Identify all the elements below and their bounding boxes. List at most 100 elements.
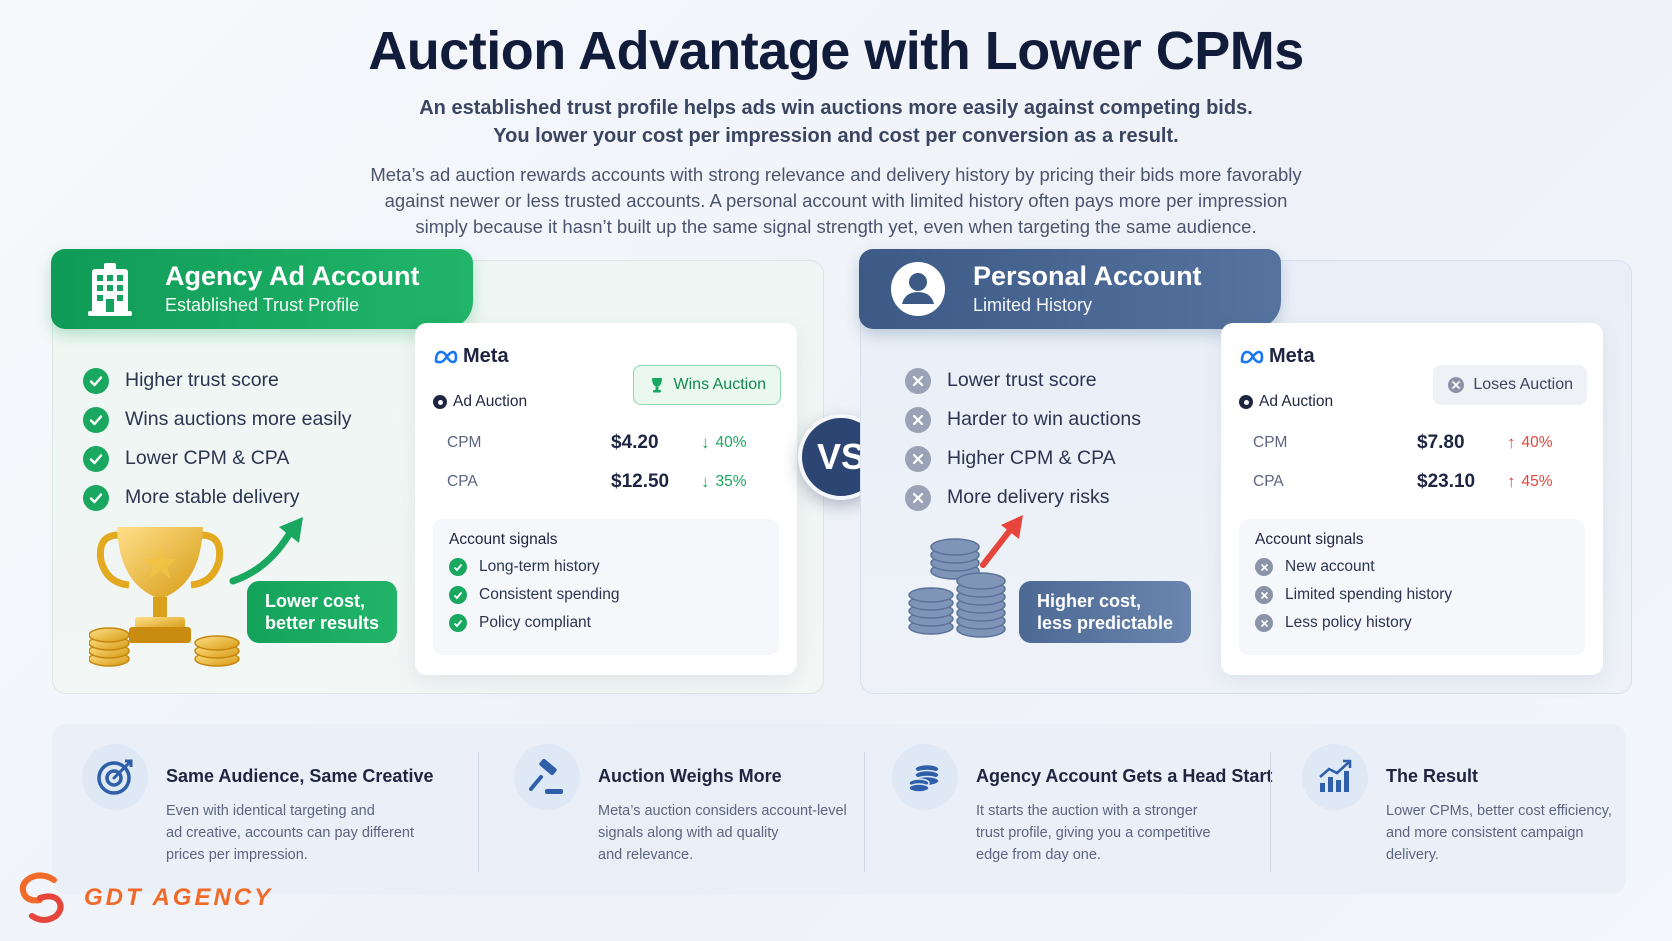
list-item: Wins auctions more easily bbox=[83, 400, 352, 439]
metric-delta: ↓ 35% bbox=[701, 472, 747, 492]
metric-row-cpm: CPM $7.80 ↑ 40% bbox=[1253, 423, 1573, 462]
arrow-up-icon bbox=[229, 517, 303, 585]
list-item-label: Higher CPM & CPA bbox=[947, 447, 1116, 469]
trophy-small-icon bbox=[648, 376, 666, 394]
subtitle-line: An established trust profile helps ads w… bbox=[419, 97, 1253, 119]
list-item: Higher trust score bbox=[83, 361, 352, 400]
list-item-label: Harder to win auctions bbox=[947, 408, 1142, 430]
feature-line: delivery. bbox=[1386, 847, 1439, 863]
x-icon bbox=[905, 484, 931, 511]
signal-label: Consistent spending bbox=[479, 586, 620, 603]
meta-logo: Meta bbox=[433, 345, 509, 368]
feature-title: Agency Account Gets a Head Start bbox=[976, 766, 1273, 786]
callout-line: Higher cost, bbox=[1037, 591, 1142, 611]
signal-item: Policy compliant bbox=[449, 609, 763, 637]
metric-name: CPM bbox=[1253, 433, 1288, 451]
metric-row-cpa: CPA $12.50 ↓ 35% bbox=[447, 462, 767, 501]
x-icon bbox=[1255, 558, 1273, 576]
metric-value: $4.20 bbox=[611, 431, 659, 453]
feature-item: The Result Lower CPMs, better cost effic… bbox=[1302, 744, 1612, 874]
feature-item: Agency Account Gets a Head Start It star… bbox=[892, 744, 1272, 874]
account-signals: Account signals New account Limited spen… bbox=[1239, 519, 1585, 655]
feature-strip: Same Audience, Same Creative Even with i… bbox=[52, 724, 1626, 894]
feature-line: prices per impression. bbox=[166, 847, 308, 863]
divider bbox=[478, 752, 479, 872]
feature-line: edge from day one. bbox=[976, 847, 1101, 863]
signal-label: New account bbox=[1285, 558, 1375, 575]
feature-line: trust profile, giving you a competitive bbox=[976, 825, 1211, 841]
agency-benefits: Higher trust score Wins auctions more ea… bbox=[83, 361, 352, 517]
subtitle: An established trust profile helps ads w… bbox=[0, 94, 1672, 150]
description: Meta’s ad auction rewards accounts with … bbox=[0, 162, 1672, 240]
signals-title: Account signals bbox=[449, 531, 558, 548]
metric-value: $23.10 bbox=[1417, 470, 1476, 492]
list-item: Lower CPM & CPA bbox=[83, 439, 352, 478]
feature-line: Even with identical targeting and bbox=[166, 803, 375, 819]
feature-line: It starts the auction with a stronger bbox=[976, 803, 1198, 819]
agency-title: Agency Ad Account bbox=[165, 261, 420, 291]
signal-label: Long-term history bbox=[479, 558, 600, 575]
metrics: CPM $4.20 ↓ 40% CPA $12.50 ↓ 35% bbox=[447, 423, 767, 501]
callout-line: less predictable bbox=[1037, 613, 1174, 633]
feature-item: Same Audience, Same Creative Even with i… bbox=[82, 744, 462, 874]
arrow-up-icon: ↑ bbox=[1507, 471, 1516, 491]
brand-logo: GDT AGENCY bbox=[14, 870, 273, 926]
x-circle-icon bbox=[1447, 376, 1465, 394]
feature-line: and relevance. bbox=[598, 847, 694, 863]
coins-icon bbox=[892, 744, 958, 810]
metric-name: CPA bbox=[1253, 472, 1284, 490]
list-item-label: More delivery risks bbox=[947, 486, 1110, 508]
auction-icon bbox=[433, 395, 447, 409]
list-item: More stable delivery bbox=[83, 478, 352, 517]
signal-label: Limited spending history bbox=[1285, 586, 1453, 603]
feature-title: Same Audience, Same Creative bbox=[166, 766, 434, 786]
personal-panel: Personal Account Limited History Lower t… bbox=[859, 249, 1632, 694]
check-icon bbox=[449, 614, 467, 632]
metric-delta: ↑ 40% bbox=[1507, 433, 1553, 453]
list-item: More delivery risks bbox=[905, 478, 1141, 517]
arrow-down-icon: ↓ bbox=[701, 471, 710, 491]
page-title: Auction Advantage with Lower CPMs bbox=[368, 21, 1304, 81]
description-line: Meta’s ad auction rewards accounts with … bbox=[370, 164, 1302, 185]
check-icon bbox=[449, 586, 467, 604]
agency-callout: Lower cost, better results bbox=[247, 581, 398, 643]
personal-tag: Personal Account Limited History bbox=[859, 249, 1281, 329]
metric-name: CPM bbox=[447, 433, 482, 451]
list-item: Higher CPM & CPA bbox=[905, 439, 1141, 478]
agency-tag: Agency Ad Account Established Trust Prof… bbox=[51, 249, 473, 329]
arrow-down-icon: ↓ bbox=[701, 432, 710, 452]
loses-auction-badge: Loses Auction bbox=[1433, 365, 1587, 405]
signal-item: Consistent spending bbox=[449, 581, 763, 609]
meta-icon bbox=[1240, 350, 1264, 363]
gdt-logo-icon bbox=[19, 872, 64, 923]
metric-row-cpm: CPM $4.20 ↓ 40% bbox=[447, 423, 767, 462]
feature-title: Auction Weighs More bbox=[598, 766, 782, 786]
header: Auction Advantage with Lower CPMs An est… bbox=[0, 18, 1672, 240]
ad-auction-label: Ad Auction bbox=[1239, 393, 1333, 411]
x-icon bbox=[905, 445, 931, 472]
description-line: against newer or less trusted accounts. … bbox=[384, 190, 1288, 211]
personal-callout: Higher cost, less predictable bbox=[1019, 581, 1192, 643]
growth-chart-icon bbox=[1302, 744, 1368, 810]
check-icon bbox=[83, 367, 109, 394]
description-line: simply because it hasn’t built up the sa… bbox=[415, 216, 1257, 237]
auction-text: Ad Auction bbox=[1259, 393, 1334, 410]
metric-delta: ↓ 40% bbox=[701, 433, 747, 453]
signal-item: Long-term history bbox=[449, 553, 763, 581]
callout-line: Lower cost, bbox=[265, 591, 366, 611]
auction-text: Ad Auction bbox=[453, 393, 528, 410]
metric-delta: ↑ 45% bbox=[1507, 472, 1553, 492]
agency-panel: Agency Ad Account Established Trust Prof… bbox=[51, 249, 824, 694]
agency-subtitle: Established Trust Profile bbox=[165, 295, 360, 315]
meta-label: Meta bbox=[463, 345, 509, 367]
list-item-label: More stable delivery bbox=[125, 486, 300, 508]
feature-line: Lower CPMs, better cost efficiency, bbox=[1386, 803, 1612, 819]
brand-name: GDT AGENCY bbox=[84, 884, 274, 911]
list-item-label: Wins auctions more easily bbox=[125, 408, 352, 430]
meta-icon bbox=[434, 350, 458, 363]
feature-body: It starts the auction with a stronger tr… bbox=[976, 800, 1246, 866]
divider bbox=[864, 752, 865, 872]
building-icon bbox=[75, 254, 145, 324]
arrow-up-red-icon bbox=[980, 515, 1023, 568]
trophy-illustration bbox=[88, 517, 303, 676]
